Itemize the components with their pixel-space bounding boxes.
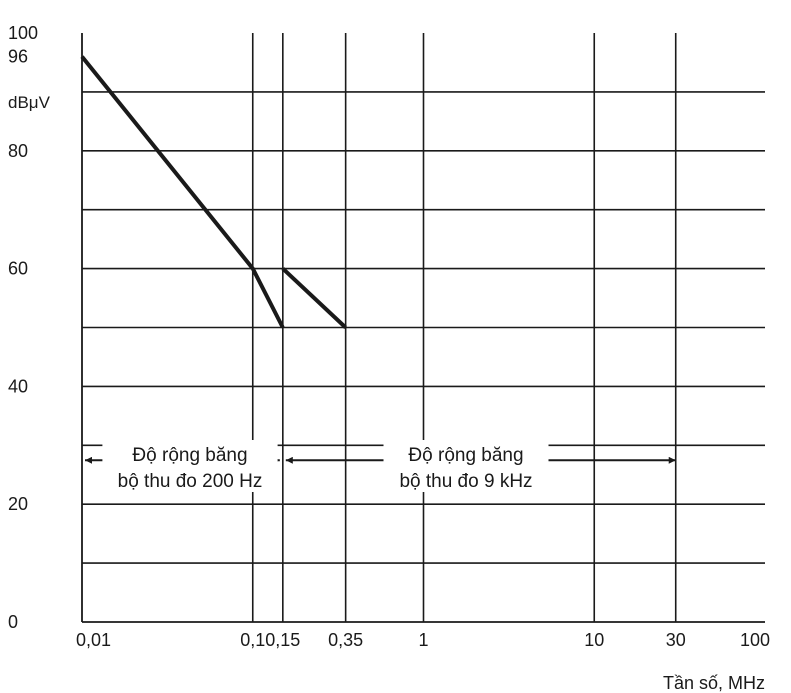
annotation-line-1: Độ rộng băng <box>132 445 247 466</box>
annotation-line-1: Độ rộng băng <box>408 445 523 466</box>
y-tick-labels: 0 20 40 60 80 96 100 <box>8 23 38 632</box>
chart-grid <box>82 33 765 622</box>
y-tick-label: 20 <box>8 494 28 514</box>
x-tick-label: 30 <box>666 630 686 650</box>
annotation-line-2: bộ thu đo 9 kHz <box>399 471 532 492</box>
x-tick-label: 0,01 <box>76 630 111 650</box>
x-tick-label: 100 <box>740 630 770 650</box>
y-tick-label: 0 <box>8 612 18 632</box>
x-tick-label: 1 <box>418 630 428 650</box>
label-backdrop <box>102 440 278 492</box>
x-axis-label: Tần số, MHz <box>663 673 765 693</box>
series-lines <box>80 55 347 329</box>
y-tick-label: 40 <box>8 376 28 396</box>
x-tick-label: 0,1 <box>240 630 265 650</box>
y-tick-label: 100 <box>8 23 38 43</box>
y-tick-label: 60 <box>8 259 28 279</box>
limit-line <box>281 267 347 329</box>
y-tick-label: 96 <box>8 47 28 67</box>
x-tick-labels: 0,01 0,1 0,15 0,35 1 10 30 100 <box>76 630 770 650</box>
x-tick-label: 10 <box>584 630 604 650</box>
annotation-label: Độ rộng băng bộ thu đo 200 Hz <box>102 440 278 492</box>
annotation-label: Độ rộng băng bộ thu đo 9 kHz <box>383 440 549 492</box>
x-tick-label: 0,35 <box>328 630 363 650</box>
x-tick-label: 0,15 <box>265 630 300 650</box>
label-backdrop <box>383 440 549 492</box>
y-unit-label: dBμV <box>8 93 51 112</box>
plot-frame <box>81 33 765 623</box>
limit-line <box>80 55 285 329</box>
annotation-line-2: bộ thu đo 200 Hz <box>118 471 263 492</box>
y-tick-label: 80 <box>8 141 28 161</box>
